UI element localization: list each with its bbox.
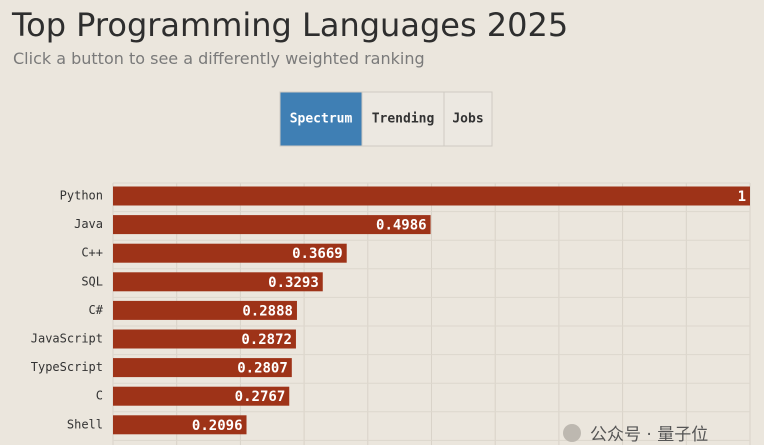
- y-tick-label: TypeScript: [31, 360, 103, 374]
- button-label[interactable]: Jobs: [452, 112, 483, 127]
- bar: [113, 300, 297, 320]
- y-tick-label: Python: [60, 189, 103, 203]
- watermark-icon: [563, 424, 581, 442]
- button[interactable]: [443, 91, 493, 147]
- button-label[interactable]: Spectrum: [290, 112, 353, 127]
- bar: [113, 358, 292, 378]
- y-tick-label: SQL: [81, 274, 103, 288]
- value-label: 0.2767: [235, 389, 286, 405]
- y-tick-label: Shell: [67, 417, 103, 431]
- value-label: 0.4986: [376, 218, 427, 234]
- button-label[interactable]: Trending: [372, 112, 435, 127]
- y-tick-label: JavaScript: [31, 332, 103, 346]
- y-tick-label: C++: [81, 246, 103, 260]
- bar: [113, 186, 750, 206]
- value-label: 0.3293: [268, 275, 319, 291]
- button[interactable]: [279, 91, 363, 147]
- bar: [113, 243, 347, 263]
- bar: [113, 272, 323, 292]
- value-label: 0.2807: [237, 361, 288, 377]
- value-label: 0.2872: [241, 332, 292, 348]
- bar: [113, 215, 431, 235]
- bar: [113, 329, 296, 349]
- bar: [113, 415, 247, 435]
- y-tick-label: C#: [89, 303, 104, 317]
- value-label: 0.3669: [292, 246, 343, 262]
- bars: Python 1 Java 0.4986 C++ 0.3669 SQL 0.3293 C# 0.2…: [31, 186, 750, 435]
- chart-title: Top Programming Languages 2025: [11, 6, 568, 44]
- y-tick-label: C: [96, 389, 103, 403]
- y-tick-label: Java: [74, 217, 103, 231]
- button-group: Spectrum Trending Jobs: [279, 91, 493, 147]
- value-label: 0.2888: [242, 303, 293, 319]
- button[interactable]: [361, 91, 445, 147]
- watermark: 公众号 · 量子位: [590, 425, 708, 445]
- bar: [113, 386, 290, 406]
- value-label: 1: [738, 189, 746, 205]
- value-label: 0.2096: [192, 418, 243, 434]
- chart-subtitle: Click a button to see a differently weig…: [13, 49, 425, 68]
